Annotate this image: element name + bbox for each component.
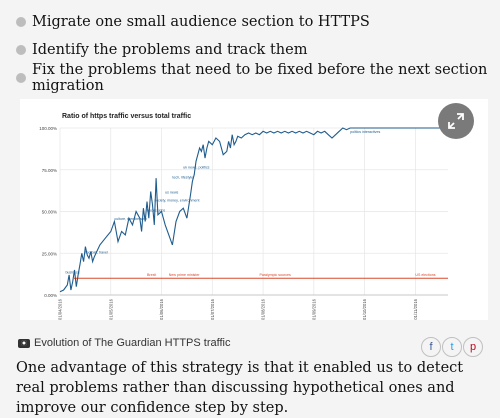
x-tick-label: 01/04/2016 — [58, 298, 63, 320]
pinterest-icon: p — [469, 341, 477, 353]
x-tick-label: 01/08/2016 — [261, 298, 266, 320]
twitter-icon: t — [450, 341, 454, 353]
y-tick-label: 50.00% — [42, 210, 57, 215]
bullet-text: Migrate one small audience section to HT… — [32, 14, 370, 30]
bullet-text: Fix the problems that need to be fixed b… — [32, 62, 488, 94]
facebook-icon: f — [429, 341, 433, 353]
annotation-label: business — [65, 270, 79, 274]
bullet-item: Fix the problems that need to be fixed b… — [16, 62, 492, 94]
y-tick-label: 75.00% — [42, 168, 57, 173]
x-tick-label: 01/07/2016 — [210, 298, 215, 320]
event-label: Brexit — [147, 273, 156, 277]
annotation-label: us news — [165, 190, 178, 194]
bullet-item: Identify the problems and track them — [16, 36, 492, 64]
expand-icon — [448, 113, 464, 129]
bullet-dot — [16, 17, 26, 27]
annotation-label: culture, membership — [114, 217, 147, 221]
chart-title: Ratio of https traffic versus total traf… — [62, 113, 191, 120]
x-tick-label: 01/06/2016 — [159, 298, 164, 320]
bullet-list: Migrate one small audience section to HT… — [16, 8, 492, 94]
caption-text: Evolution of The Guardian HTTPS traffic — [34, 337, 231, 349]
bullet-text: Identify the problems and track them — [32, 42, 308, 58]
event-label: Paralympic sources — [259, 273, 291, 277]
y-tick-label: 100.00% — [39, 126, 57, 131]
facebook-share-button[interactable]: f — [421, 337, 441, 357]
x-tick-label: 01/05/2016 — [108, 298, 113, 320]
event-label: US elections — [415, 273, 435, 277]
annotation-label: politics interactives — [350, 130, 380, 134]
body-paragraph: One advantage of this strategy is that i… — [16, 360, 464, 416]
figure-caption: Evolution of The Guardian HTTPS traffic — [18, 337, 230, 349]
series-line — [59, 127, 448, 293]
event-label: New prime minister — [169, 273, 201, 277]
twitter-share-button[interactable]: t — [442, 337, 462, 357]
x-tick-label: 01/11/2016 — [413, 298, 418, 319]
bullet-dot — [16, 45, 26, 55]
x-tick-label: 01/10/2016 — [362, 298, 367, 320]
annotation-label: football, travel — [85, 250, 108, 254]
annotation-label: society, money, environment — [154, 199, 199, 203]
bullet-item: Migrate one small audience section to HT… — [16, 8, 492, 36]
x-tick-label: 01/09/2016 — [311, 298, 316, 320]
annotation-label: books, jobs — [147, 209, 165, 213]
expand-button[interactable] — [438, 103, 474, 139]
chart-figure: Ratio of https traffic versus total traf… — [20, 99, 488, 320]
y-tick-label: 0.00% — [44, 293, 57, 298]
y-tick-label: 25.00% — [42, 251, 57, 256]
annotation-label: tech, lifestyle — [172, 175, 193, 179]
bullet-dot — [16, 73, 26, 83]
pinterest-share-button[interactable]: p — [463, 337, 483, 357]
annotation-label: uk news, politics — [183, 165, 209, 169]
camera-icon — [18, 338, 30, 348]
https-ratio-chart: Ratio of https traffic versus total traf… — [39, 113, 448, 320]
